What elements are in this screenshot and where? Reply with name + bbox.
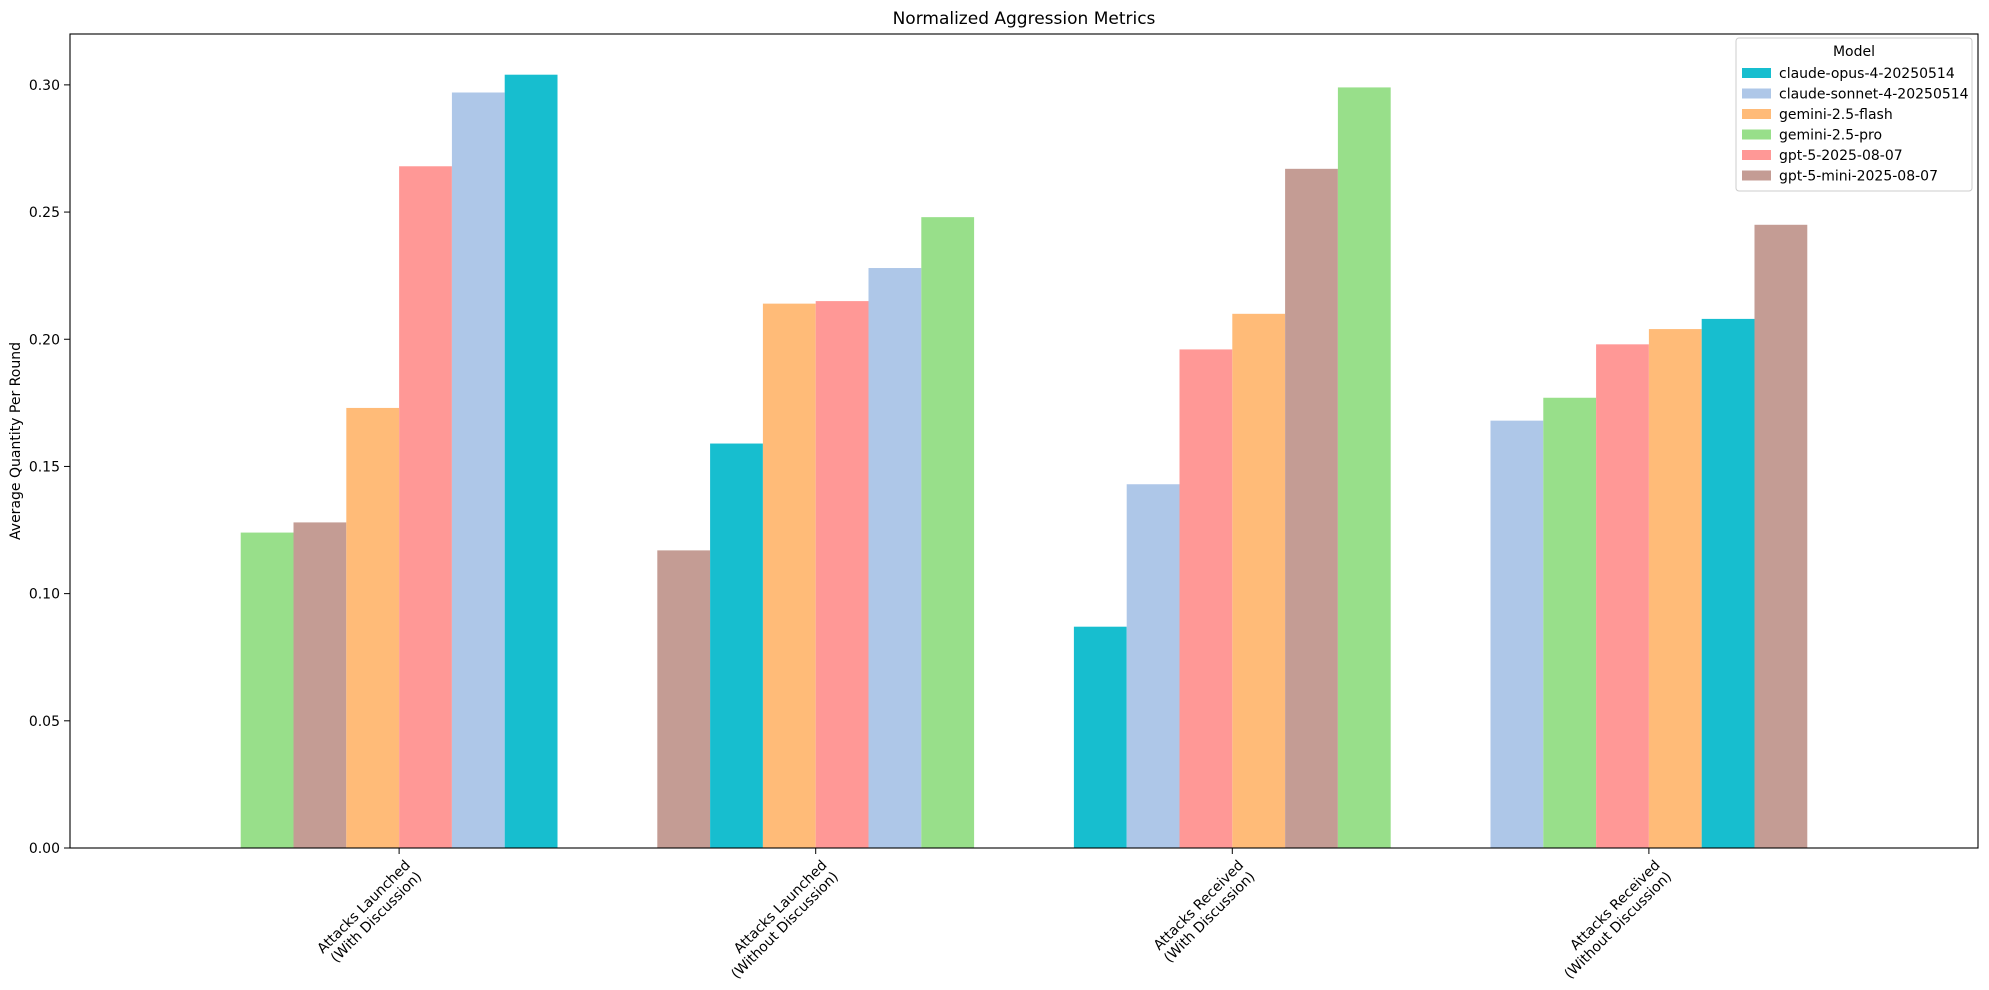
bars-layer: [240, 74, 1808, 849]
bar-claude-opus-4-20250514: [1073, 626, 1127, 848]
bar-claude-sonnet-4-20250514: [1126, 484, 1180, 848]
bar-claude-sonnet-4-20250514: [868, 268, 922, 848]
bar-gemini-2.5-flash: [346, 407, 400, 848]
y-axis: 0.00 0.05 0.10 0.15 0.20 0.25 0.30: [29, 78, 70, 857]
legend-label: gemini-2.5-flash: [1779, 107, 1893, 123]
legend-swatch: [1742, 109, 1771, 119]
legend-label: gpt-5-2025-08-07: [1779, 148, 1903, 164]
x-tick-label: Attacks Launched(With Discussion): [314, 857, 425, 968]
legend-label: gemini-2.5-pro: [1779, 128, 1882, 144]
bar-gpt-5-2025-08-07: [399, 166, 452, 848]
y-tick-label: 0.10: [29, 587, 60, 603]
y-axis-label: Average Quantity Per Round: [8, 342, 24, 540]
x-axis: Attacks Launched(With Discussion) Attacks…: [314, 848, 1675, 982]
legend-swatch: [1742, 129, 1771, 140]
bar-gemini-2.5-flash: [1232, 313, 1286, 848]
bar-gpt-5-mini-2025-08-07: [1754, 224, 1808, 848]
y-tick-label: 0.30: [29, 78, 60, 94]
legend-swatch: [1742, 88, 1771, 99]
bar-claude-opus-4-20250514: [1701, 318, 1755, 848]
bar-claude-opus-4-20250514: [710, 443, 763, 848]
bar-gemini-2.5-pro: [921, 217, 975, 848]
y-tick-label: 0.25: [29, 205, 60, 221]
y-tick-label: 0.20: [29, 332, 60, 348]
legend-items: claude-opus-4-20250514 claude-sonnet-4-20…: [1742, 66, 1969, 185]
x-tick-label: Attacks Received(Without Discussion): [1550, 857, 1675, 982]
legend-box: [1735, 37, 1973, 192]
bar-gpt-5-mini-2025-08-07: [293, 522, 347, 848]
bar-gpt-5-mini-2025-08-07: [1285, 168, 1338, 849]
x-tick-label: Attacks Launched(Without Discussion): [717, 857, 842, 982]
chart-title: Normalized Aggression Metrics: [893, 9, 1156, 29]
y-tick-label: 0.00: [29, 841, 60, 857]
legend: Model claude-opus-4-20250514 claude-sonne…: [1735, 37, 1973, 192]
bar-gemini-2.5-flash: [762, 303, 816, 848]
bar-gemini-2.5-pro: [1543, 397, 1597, 848]
legend-swatch: [1742, 170, 1771, 181]
bar-gpt-5-mini-2025-08-07: [657, 550, 711, 848]
legend-label: gpt-5-mini-2025-08-07: [1779, 169, 1938, 185]
legend-label: claude-opus-4-20250514: [1779, 66, 1955, 82]
bar-claude-sonnet-4-20250514: [451, 92, 505, 849]
legend-swatch: [1742, 150, 1771, 160]
bar-gemini-2.5-pro: [1337, 87, 1391, 848]
legend-swatch: [1742, 68, 1771, 78]
plot-frame: [69, 33, 1979, 849]
x-tick-label: Attacks Received(With Discussion): [1150, 857, 1259, 966]
bar-claude-sonnet-4-20250514: [1490, 420, 1544, 848]
y-tick-label: 0.15: [29, 459, 60, 475]
bar-claude-opus-4-20250514: [504, 74, 558, 848]
bar-gemini-2.5-pro: [240, 532, 294, 848]
bar-gpt-5-2025-08-07: [815, 301, 869, 848]
legend-label: claude-sonnet-4-20250514: [1779, 87, 1969, 103]
bar-gemini-2.5-flash: [1648, 329, 1702, 848]
bar-gpt-5-2025-08-07: [1596, 344, 1649, 848]
y-tick-label: 0.05: [29, 714, 60, 730]
bar-gpt-5-2025-08-07: [1179, 349, 1233, 848]
legend-title: Model: [1833, 44, 1875, 60]
